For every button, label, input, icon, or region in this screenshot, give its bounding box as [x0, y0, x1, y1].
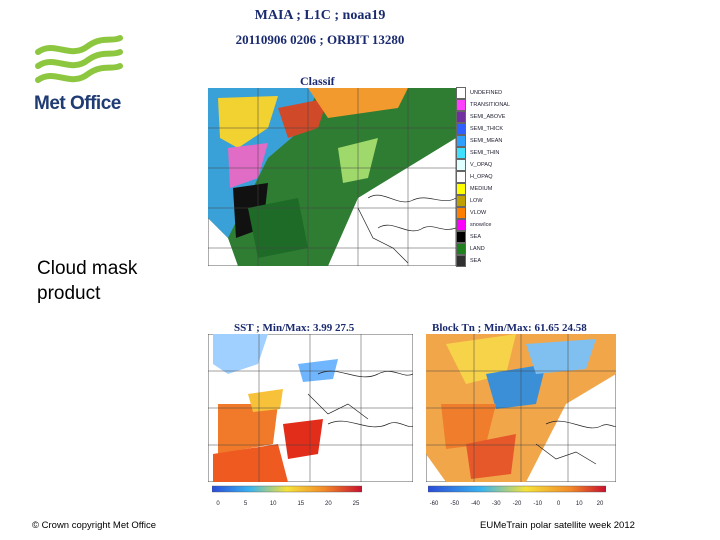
legend-item: UNDEFINED [456, 87, 502, 99]
legend-swatch [456, 255, 466, 267]
sst-map [208, 334, 413, 482]
colorbar-tick-label: 25 [353, 501, 360, 507]
colorbar-tick-label: 10 [576, 501, 583, 507]
legend-swatch [456, 171, 466, 183]
classif-title: Classif [300, 74, 335, 88]
colorbar-tick-label: -10 [533, 501, 542, 507]
legend-item: snow/ice [456, 219, 491, 231]
legend-item: TRANSITIONAL [456, 99, 510, 111]
colorbar-tick-label: 20 [325, 501, 332, 507]
legend-label: SEMI_MEAN [470, 138, 503, 144]
legend-label: VLOW [470, 210, 487, 216]
legend-item: SEMI_THICK [456, 123, 503, 135]
legend-swatch [456, 207, 466, 219]
bt-panel-title: Block Tn ; Min/Max: 61.65 24.58 [432, 322, 587, 334]
legend-item: SEMI_THIN [456, 147, 499, 159]
legend-swatch [456, 159, 466, 171]
legend-item: SEMI_MEAN [456, 135, 502, 147]
legend-label: SEMI_THIN [470, 150, 500, 156]
colorbar-tick-label: -60 [430, 501, 439, 507]
colorbar-tick-label: 10 [270, 501, 277, 507]
met-office-logo-icon [35, 35, 123, 83]
legend-swatch [456, 111, 466, 123]
colorbar-tick-label: -40 [471, 501, 480, 507]
legend-item: LOW [456, 195, 483, 207]
legend-label: H_OPAQ [470, 174, 493, 180]
legend-label: snow/ice [470, 222, 492, 228]
legend-label: TRANSITIONAL [470, 102, 511, 108]
colorbar-tick-label: -50 [450, 501, 459, 507]
legend-label: SEA [470, 258, 482, 264]
colorbar-tick-label: -20 [513, 501, 522, 507]
footer-copyright: © Crown copyright Met Office [32, 520, 157, 531]
legend-label: SEA [470, 234, 482, 240]
caption-line-2: product [37, 283, 101, 304]
legend-item: SEMI_ABOVE [456, 111, 505, 123]
legend-label: UNDEFINED [470, 90, 503, 96]
legend-label: SEMI_THICK [470, 126, 504, 132]
logo-text: Met Office [34, 93, 121, 114]
sst-panel-title: SST ; Min/Max: 3.99 27.5 [234, 322, 355, 334]
cloud-classification-map [208, 88, 456, 266]
legend-item: H_OPAQ [456, 171, 493, 183]
legend-label: LOW [470, 198, 483, 204]
legend-item: VLOW [456, 207, 486, 219]
legend-item: MEDIUM [456, 183, 492, 195]
legend-item: V_OPAQ [456, 159, 492, 171]
header-subtitle: 20110906 0206 ; ORBIT 13280 [235, 32, 405, 47]
colorbar-tick-label: 20 [597, 501, 604, 507]
legend-swatch [456, 147, 466, 159]
legend-swatch [456, 135, 466, 147]
bt-map [426, 334, 616, 482]
bt-colorbar: -60 -50 -40 -30 -20 -10 0 10 20 [428, 485, 606, 507]
colorbar-tick-label: 0 [557, 501, 561, 507]
legend-swatch [456, 99, 466, 111]
legend-label: LAND [470, 246, 485, 252]
legend-swatch [456, 231, 466, 243]
legend-swatch [456, 183, 466, 195]
legend-item: SEA [456, 255, 481, 267]
slide-caption: Cloud mask product [37, 256, 137, 306]
legend-swatch [456, 195, 466, 207]
legend-item: SEA [456, 231, 481, 243]
footer-event: EUMeTrain polar satellite week 2012 [480, 520, 635, 531]
legend-label: V_OPAQ [470, 162, 493, 168]
classification-legend: UNDEFINED TRANSITIONAL SEMI_ABOVE SEMI_THIC… [456, 87, 526, 267]
caption-line-1: Cloud mask [37, 258, 138, 279]
header-title: MAIA ; L1C ; noaa19 [254, 8, 386, 23]
legend-swatch [456, 243, 466, 255]
legend-item: LAND [456, 243, 485, 255]
legend-label: SEMI_ABOVE [470, 114, 506, 120]
colorbar-tick-label: 15 [297, 501, 304, 507]
legend-swatch [456, 219, 466, 231]
legend-swatch [456, 123, 466, 135]
colorbar-tick-label: 0 [216, 501, 220, 507]
legend-swatch [456, 87, 466, 99]
colorbar-tick-label: 5 [244, 501, 248, 507]
colorbar-tick-label: -30 [492, 501, 501, 507]
legend-label: MEDIUM [470, 186, 493, 192]
sst-colorbar: 0 5 10 15 20 25 [212, 485, 362, 507]
